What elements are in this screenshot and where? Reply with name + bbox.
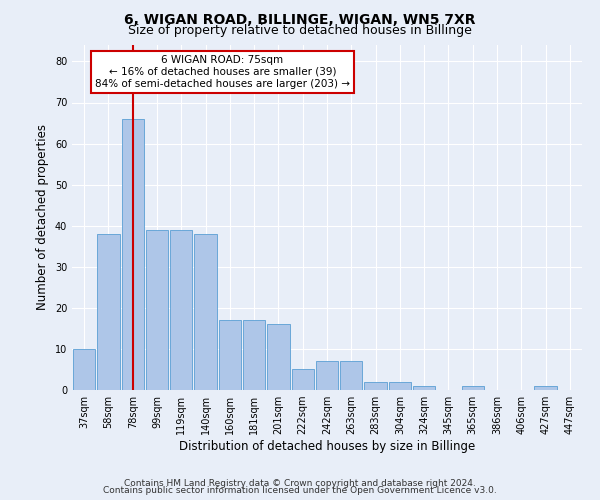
Text: 6 WIGAN ROAD: 75sqm
← 16% of detached houses are smaller (39)
84% of semi-detach: 6 WIGAN ROAD: 75sqm ← 16% of detached ho… — [95, 56, 350, 88]
Bar — [267, 324, 290, 390]
X-axis label: Distribution of detached houses by size in Billinge: Distribution of detached houses by size … — [179, 440, 475, 453]
Bar — [97, 234, 119, 390]
Text: Size of property relative to detached houses in Billinge: Size of property relative to detached ho… — [128, 24, 472, 37]
Text: Contains public sector information licensed under the Open Government Licence v3: Contains public sector information licen… — [103, 486, 497, 495]
Bar — [292, 370, 314, 390]
Bar — [218, 320, 241, 390]
Bar — [340, 361, 362, 390]
Text: 6, WIGAN ROAD, BILLINGE, WIGAN, WN5 7XR: 6, WIGAN ROAD, BILLINGE, WIGAN, WN5 7XR — [124, 12, 476, 26]
Bar — [389, 382, 411, 390]
Bar — [535, 386, 557, 390]
Bar — [461, 386, 484, 390]
Text: Contains HM Land Registry data © Crown copyright and database right 2024.: Contains HM Land Registry data © Crown c… — [124, 478, 476, 488]
Bar — [413, 386, 436, 390]
Bar — [146, 230, 168, 390]
Bar — [170, 230, 193, 390]
Bar — [364, 382, 387, 390]
Bar — [73, 349, 95, 390]
Bar — [243, 320, 265, 390]
Bar — [316, 361, 338, 390]
Bar — [194, 234, 217, 390]
Bar — [122, 119, 144, 390]
Y-axis label: Number of detached properties: Number of detached properties — [36, 124, 49, 310]
